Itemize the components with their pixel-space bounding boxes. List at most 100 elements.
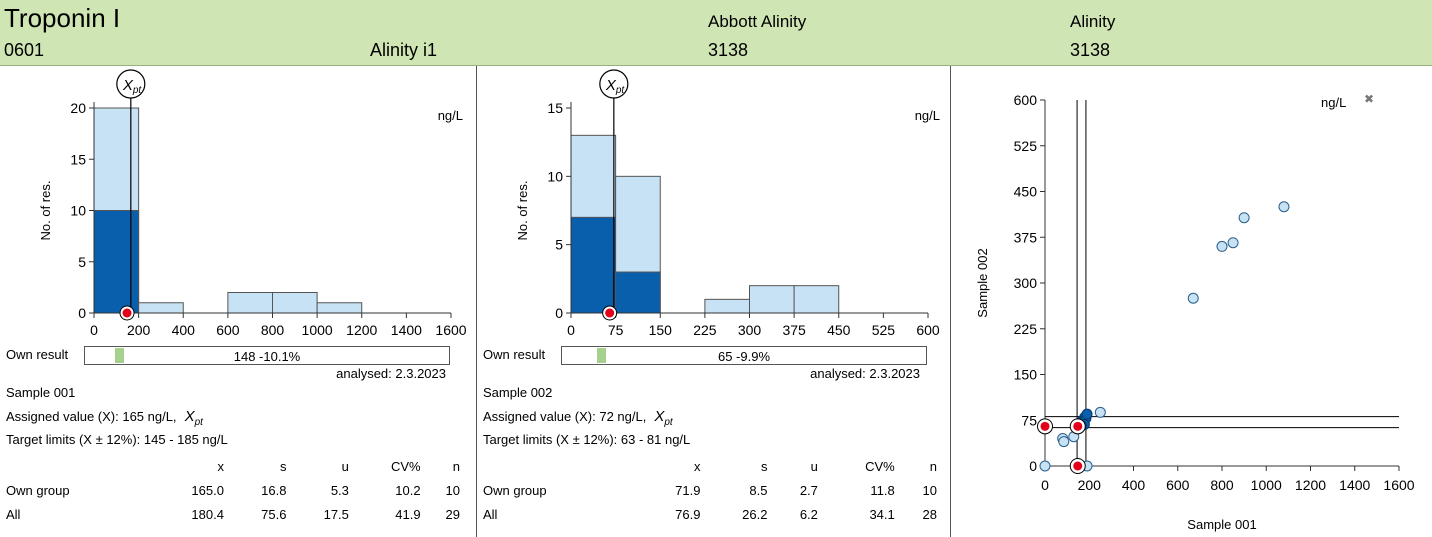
y-tick-label: 10 bbox=[547, 168, 563, 184]
scatter-point-own-group bbox=[1081, 408, 1093, 420]
table-header: s bbox=[760, 458, 768, 474]
sample-name: Sample 002 bbox=[483, 385, 553, 400]
table-cell: 10.2 bbox=[395, 482, 421, 498]
histogram-bar-own-group bbox=[93, 210, 140, 314]
x-tick-label: 1200 bbox=[1295, 477, 1326, 493]
instrument-name: Alinity i1 bbox=[370, 40, 438, 60]
y-tick-label: 225 bbox=[1014, 321, 1038, 337]
xpt-subscript: pt bbox=[194, 417, 203, 428]
table-header: u bbox=[341, 458, 349, 474]
x-tick-label: 200 bbox=[1078, 477, 1102, 493]
histogram-bar-all bbox=[704, 298, 750, 314]
scatter-unit: ng/L bbox=[1321, 95, 1347, 110]
table-cell: 165.0 bbox=[191, 482, 224, 498]
x-tick-label: 525 bbox=[872, 322, 896, 338]
close-icon[interactable]: ✖ bbox=[1364, 92, 1375, 106]
scatter-point-all bbox=[1039, 460, 1051, 472]
x-tick-label: 1400 bbox=[1339, 477, 1370, 493]
panel-divider bbox=[476, 66, 477, 537]
y-axis-label: No. of res. bbox=[38, 181, 53, 241]
table-header bbox=[4, 454, 148, 478]
x-tick-label: 400 bbox=[172, 322, 196, 338]
analysed-date: analysed: 2.3.2023 bbox=[810, 366, 920, 381]
xpt-subscript: pt bbox=[664, 417, 673, 428]
xpt-marker bbox=[116, 69, 146, 99]
assigned-value: Assigned value (X): 165 ng/L, Xpt bbox=[6, 408, 203, 428]
x-tick-label: 1200 bbox=[346, 322, 377, 338]
x-tick-label: 450 bbox=[827, 322, 851, 338]
y-tick-label: 375 bbox=[1014, 229, 1038, 245]
statistics-table: x s u CV% n Own group 165.0 16.8 5.3 10.… bbox=[4, 454, 462, 526]
table-header: x bbox=[217, 458, 224, 474]
table-header: n bbox=[929, 458, 937, 474]
xpt-letter: X bbox=[184, 408, 195, 425]
y-axis-label: No. of res. bbox=[515, 181, 530, 241]
analysed-date: analysed: 2.3.2023 bbox=[336, 366, 446, 381]
own-result-dot bbox=[1073, 461, 1083, 471]
y-tick-label: 75 bbox=[1021, 412, 1037, 428]
table-header: s bbox=[279, 458, 287, 474]
table-cell: Own group bbox=[6, 482, 70, 498]
own-result-dot bbox=[1073, 421, 1083, 431]
table-cell: All bbox=[483, 506, 498, 522]
panel-divider bbox=[950, 66, 951, 537]
y-tick-label: 0 bbox=[78, 305, 86, 321]
xpt-marker-label: Xpt bbox=[122, 77, 143, 96]
x-tick-label: 200 bbox=[127, 322, 151, 338]
assigned-value: Assigned value (X): 72 ng/L, Xpt bbox=[483, 408, 673, 428]
table-header bbox=[481, 454, 635, 478]
table-cell: 10 bbox=[922, 482, 937, 498]
assigned-value-text: Assigned value (X): 72 ng/L, bbox=[483, 409, 647, 424]
target-limits: Target limits (X ± 12%): 63 - 81 ng/L bbox=[483, 432, 691, 447]
scatter-panel: 0 75 150 225 300 375 450 525 600 0 200 400 600 800 100… bbox=[951, 66, 1432, 537]
y-tick-label: 5 bbox=[78, 254, 86, 270]
statistics-table: x s u CV% n Own group 71.9 8.5 2.7 11.8 … bbox=[481, 454, 939, 526]
report-header: Troponin I 0601 Alinity i1 Abbott Alinit… bbox=[0, 0, 1432, 66]
x-tick-label: 600 bbox=[916, 322, 940, 338]
table-cell: 6.2 bbox=[799, 506, 818, 522]
sample-name: Sample 001 bbox=[6, 385, 76, 400]
x-tick-label: 1000 bbox=[302, 322, 333, 338]
table-row: All 180.4 75.6 17.5 41.9 29 bbox=[4, 502, 462, 526]
method-number: 3138 bbox=[708, 40, 749, 60]
sample-001-panel: 0 5 10 15 20 0 200 400 600 800 1000 1200 1400 1600 No.… bbox=[0, 66, 476, 537]
x-tick-label: 1000 bbox=[1251, 477, 1282, 493]
x-tick-label: 375 bbox=[782, 322, 806, 338]
table-cell: 180.4 bbox=[191, 506, 224, 522]
table-cell: 2.7 bbox=[799, 482, 818, 498]
table-cell: 76.9 bbox=[675, 506, 701, 522]
table-cell: 26.2 bbox=[742, 506, 768, 522]
target-limits: Target limits (X ± 12%): 145 - 185 ng/L bbox=[6, 432, 228, 447]
x-tick-label: 0 bbox=[567, 322, 575, 338]
analyte-code: 0601 bbox=[4, 40, 45, 60]
own-result-marker bbox=[597, 348, 607, 363]
table-cell: 34.1 bbox=[869, 506, 895, 522]
x-tick-label: 1400 bbox=[391, 322, 422, 338]
group-number: 3138 bbox=[1070, 40, 1111, 60]
x-tick-label: 225 bbox=[693, 322, 717, 338]
table-cell: Own group bbox=[483, 482, 547, 498]
histogram-bar-all bbox=[138, 302, 184, 314]
table-row: Own group 165.0 16.8 5.3 10.2 10 bbox=[4, 478, 462, 502]
x-tick-label: 1600 bbox=[1383, 477, 1414, 493]
x-tick-label: 300 bbox=[738, 322, 762, 338]
table-cell: 11.8 bbox=[870, 482, 895, 498]
y-tick-label: 525 bbox=[1014, 138, 1038, 154]
table-cell: 28 bbox=[922, 506, 937, 522]
histogram-bar-all bbox=[316, 302, 363, 314]
table-row: All 76.9 26.2 6.2 34.1 28 bbox=[481, 502, 939, 526]
y-axis-label: Sample 002 bbox=[975, 248, 990, 317]
y-tick-label: 15 bbox=[547, 100, 563, 116]
x-tick-label: 600 bbox=[216, 322, 240, 338]
x-tick-label: 0 bbox=[90, 322, 98, 338]
table-cell: 75.6 bbox=[261, 506, 287, 522]
own-result-marker bbox=[114, 348, 124, 363]
assigned-value-text: Assigned value (X): 165 ng/L, bbox=[6, 409, 177, 424]
own-result-dot bbox=[1040, 421, 1050, 431]
scatter-plot: 0 75 150 225 300 375 450 525 600 0 200 400 600 800 100… bbox=[975, 92, 1415, 532]
table-cell: 71.9 bbox=[675, 482, 701, 498]
table-cell: 41.9 bbox=[395, 506, 421, 522]
unit-label: ng/L bbox=[915, 108, 940, 123]
y-tick-label: 0 bbox=[1029, 458, 1037, 474]
table-cell: 10 bbox=[445, 482, 460, 498]
